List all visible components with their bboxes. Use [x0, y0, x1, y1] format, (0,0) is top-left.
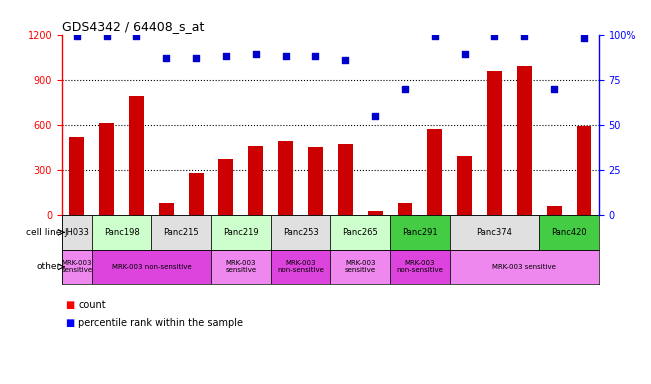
Bar	[159, 203, 174, 215]
Bar	[278, 141, 293, 215]
Text: Panc291: Panc291	[402, 228, 437, 237]
Point	[460, 51, 470, 58]
Text: MRK-003
sensitive: MRK-003 sensitive	[344, 260, 376, 273]
Bar	[539, 215, 599, 250]
Bar	[129, 96, 144, 215]
Text: JH033: JH033	[64, 228, 89, 237]
Point	[311, 53, 321, 59]
Bar	[577, 126, 592, 215]
Text: MRK-003
sensitive: MRK-003 sensitive	[61, 260, 92, 273]
Text: other: other	[37, 262, 61, 271]
Bar	[219, 159, 234, 215]
Text: MRK-003 sensitive: MRK-003 sensitive	[492, 264, 556, 270]
Text: MRK-003
non-sensitive: MRK-003 non-sensitive	[277, 260, 324, 273]
Bar	[211, 215, 271, 250]
Text: Panc374: Panc374	[477, 228, 512, 237]
Bar	[92, 250, 211, 284]
Point	[490, 33, 500, 40]
Text: Panc265: Panc265	[342, 228, 378, 237]
Bar	[248, 146, 263, 215]
Text: GDS4342 / 64408_s_at: GDS4342 / 64408_s_at	[62, 20, 204, 33]
Bar	[390, 250, 450, 284]
Point	[161, 55, 171, 61]
Point	[72, 33, 82, 40]
Text: Panc219: Panc219	[223, 228, 258, 237]
Bar	[99, 123, 114, 215]
Point	[579, 35, 589, 41]
Bar	[547, 206, 562, 215]
Point	[132, 33, 142, 40]
Text: Panc198: Panc198	[104, 228, 139, 237]
Text: MRK-003
non-sensitive: MRK-003 non-sensitive	[396, 260, 443, 273]
Point	[549, 86, 559, 92]
Text: cell line: cell line	[26, 228, 61, 237]
Text: percentile rank within the sample: percentile rank within the sample	[78, 318, 243, 328]
Bar	[338, 144, 353, 215]
Point	[519, 33, 529, 40]
Bar	[450, 215, 539, 250]
Text: ■: ■	[65, 300, 74, 310]
Bar	[427, 129, 442, 215]
Point	[221, 53, 231, 59]
Text: MRK-003
sensitive: MRK-003 sensitive	[225, 260, 256, 273]
Bar	[308, 147, 323, 215]
Text: ■: ■	[65, 318, 74, 328]
Point	[430, 33, 440, 40]
Point	[191, 55, 201, 61]
Bar	[457, 156, 472, 215]
Text: count: count	[78, 300, 105, 310]
Bar	[450, 250, 599, 284]
Point	[370, 113, 380, 119]
Point	[281, 53, 291, 59]
Bar	[271, 250, 331, 284]
Bar	[62, 250, 92, 284]
Bar	[211, 250, 271, 284]
Bar	[390, 215, 450, 250]
Text: Panc420: Panc420	[551, 228, 587, 237]
Bar	[330, 250, 390, 284]
Bar	[271, 215, 331, 250]
Bar	[368, 210, 383, 215]
Bar	[69, 137, 84, 215]
Bar	[330, 215, 390, 250]
Bar	[398, 203, 413, 215]
Bar	[62, 215, 92, 250]
Point	[400, 86, 410, 92]
Point	[251, 51, 261, 58]
Bar	[151, 215, 211, 250]
Text: Panc215: Panc215	[163, 228, 199, 237]
Bar	[517, 66, 532, 215]
Point	[102, 33, 112, 40]
Point	[340, 57, 350, 63]
Bar	[92, 215, 151, 250]
Text: Panc253: Panc253	[283, 228, 318, 237]
Bar	[487, 71, 502, 215]
Text: MRK-003 non-sensitive: MRK-003 non-sensitive	[111, 264, 191, 270]
Bar	[189, 173, 204, 215]
